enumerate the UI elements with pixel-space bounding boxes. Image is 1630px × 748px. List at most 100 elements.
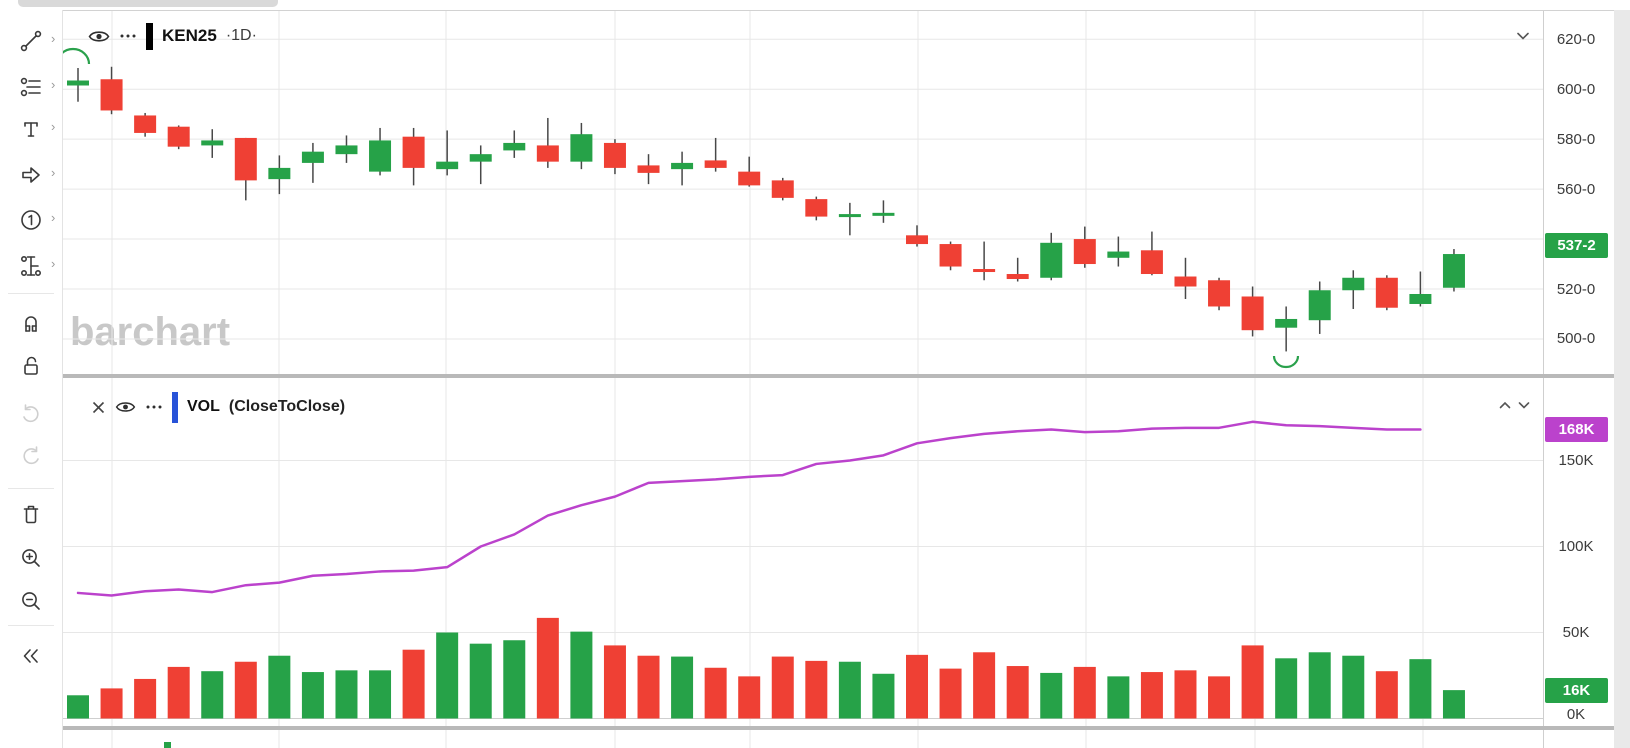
trend-line-expand-chevron[interactable]: › xyxy=(51,31,56,46)
arrow-marker-expand-chevron[interactable]: › xyxy=(51,165,56,180)
candle-body xyxy=(369,140,392,172)
candle-body xyxy=(637,165,660,173)
candle-body xyxy=(973,269,996,273)
volume-bar xyxy=(771,656,794,719)
collapse-toolbar-button[interactable] xyxy=(16,641,46,671)
text-tool-button[interactable] xyxy=(16,114,46,144)
volume-bar xyxy=(872,673,895,719)
volume-bar xyxy=(301,672,324,719)
redo-icon xyxy=(23,446,39,465)
volume-panel-move-up-chevron-icon[interactable] xyxy=(1497,399,1513,412)
volume-axis-label: 0K xyxy=(1566,705,1586,723)
volume-series-color-bar xyxy=(172,391,178,423)
volume-visibility-eye-icon[interactable] xyxy=(115,400,136,414)
multi-point-expand-chevron[interactable]: › xyxy=(51,77,56,92)
symbol-label[interactable]: KEN25 xyxy=(162,26,217,45)
number-annotation-expand-chevron[interactable]: › xyxy=(51,210,56,225)
line-value-badge: 168K xyxy=(1545,417,1608,443)
trend-line-icon xyxy=(20,30,42,52)
volume-bar xyxy=(469,643,492,719)
candle-body xyxy=(838,214,861,218)
candle-body xyxy=(1409,293,1432,304)
volume-indicator-params: (CloseToClose) xyxy=(228,398,346,415)
volume-bar xyxy=(1208,676,1231,719)
price-axis-label: 500-0 xyxy=(1556,330,1596,348)
zoom-out-button[interactable] xyxy=(16,586,46,616)
last-price-badge: 537-2 xyxy=(1545,233,1608,259)
text-tool-expand-chevron[interactable]: › xyxy=(51,119,56,134)
candle-body xyxy=(503,142,526,151)
candle-body xyxy=(167,126,190,147)
right-price-axis[interactable]: 620-0 600-0 580-0 560-0 520-0 500-0 537-2 150K 1… xyxy=(1543,10,1614,748)
volume-panel-legend: VOL (CloseToClose) xyxy=(91,391,345,423)
volume-close-icon[interactable] xyxy=(91,400,106,415)
candle-body xyxy=(1241,296,1264,331)
price-panel-collapse-chevron-icon[interactable] xyxy=(1514,29,1532,43)
arrow-marker-tool-button[interactable] xyxy=(16,160,46,190)
zoom-in-button[interactable] xyxy=(16,543,46,573)
redo-button[interactable] xyxy=(16,440,46,470)
multi-point-tool-button[interactable] xyxy=(16,72,46,102)
candle-body xyxy=(469,154,492,162)
price-more-options-icon[interactable] xyxy=(119,33,137,39)
volume-indicator-title[interactable]: VOL xyxy=(187,398,220,415)
pane-divider-price-volume[interactable] xyxy=(62,374,1614,378)
volume-bar xyxy=(570,631,593,719)
candle-body xyxy=(771,180,794,198)
candle-body xyxy=(1208,280,1231,307)
lock-drawings-button[interactable] xyxy=(16,351,46,381)
number-annotation-tool-button[interactable] xyxy=(16,205,46,235)
candle-body xyxy=(436,161,459,170)
volume-bar xyxy=(536,617,559,719)
volume-bar xyxy=(603,645,626,719)
remove-drawings-button[interactable] xyxy=(16,499,46,529)
volume-more-options-icon[interactable] xyxy=(145,404,163,410)
candle-body xyxy=(1040,242,1063,278)
volume-panel-collapse-chevron-icon[interactable] xyxy=(1516,399,1532,412)
volume-bar xyxy=(1409,659,1432,719)
trend-line-tool-button[interactable] xyxy=(16,26,46,56)
volume-bar xyxy=(1140,672,1163,719)
candle-body xyxy=(134,115,157,133)
timeframe-label[interactable]: ·1D· xyxy=(225,27,257,44)
magnet-icon xyxy=(25,316,37,332)
price-panel-legend: KEN25 ·1D· xyxy=(88,22,257,50)
price-axis-label: 620-0 xyxy=(1556,30,1596,48)
trash-icon xyxy=(23,505,39,524)
volume-bar xyxy=(134,678,157,719)
volume-bar xyxy=(335,670,358,719)
volume-bar xyxy=(268,655,291,719)
volume-bar xyxy=(167,666,190,719)
candle-body xyxy=(906,235,928,245)
toolbar-divider xyxy=(8,293,54,294)
price-visibility-eye-icon[interactable] xyxy=(88,29,110,44)
undo-button[interactable] xyxy=(16,398,46,428)
candle-body xyxy=(536,145,559,162)
candle-body xyxy=(335,145,358,155)
candle-body xyxy=(1140,250,1163,275)
vertical-scrollbar[interactable] xyxy=(1614,10,1630,748)
volume-bar xyxy=(1006,666,1029,719)
candle-body xyxy=(1006,274,1029,280)
toolbar-divider xyxy=(8,488,54,489)
price-axis-label: 580-0 xyxy=(1556,130,1596,148)
candle-body xyxy=(872,212,895,216)
volume-bar xyxy=(1442,690,1465,719)
text-tool-icon xyxy=(24,122,38,137)
magnet-mode-button[interactable] xyxy=(16,308,46,338)
closetoclose-line xyxy=(76,420,1422,597)
volume-bar xyxy=(402,649,425,719)
measure-projection-expand-chevron[interactable]: › xyxy=(51,256,56,271)
top-scroll-pill[interactable] xyxy=(18,0,278,7)
candle-body xyxy=(234,137,257,181)
pane-divider-volume-lower[interactable] xyxy=(62,726,1614,730)
price-axis-label: 600-0 xyxy=(1556,80,1596,98)
measure-projection-tool-button[interactable] xyxy=(16,251,46,281)
candle-body xyxy=(1174,276,1197,287)
number-one-circle-icon xyxy=(21,210,41,230)
volume-bar xyxy=(201,671,224,719)
candle-body xyxy=(1073,239,1096,265)
candle-body xyxy=(939,244,962,267)
